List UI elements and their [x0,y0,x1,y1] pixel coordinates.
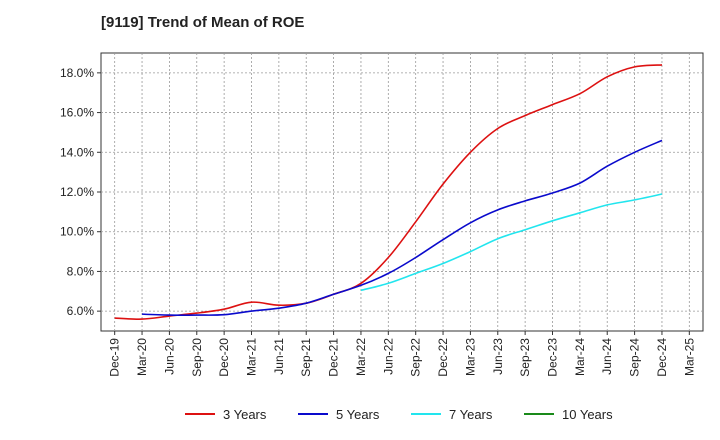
y-tick-label: 6.0% [67,304,95,318]
x-tick-label: Mar-21 [245,338,259,376]
y-tick-label: 8.0% [67,264,95,278]
x-tick-label: Sep-23 [518,338,532,377]
x-tick-label: Dec-21 [327,338,341,377]
series-lines [114,64,663,320]
x-tick-label: Sep-20 [190,338,204,377]
y-tick-label: 14.0% [60,145,94,159]
legend-label: 5 Years [336,407,380,422]
grid-lines [101,53,703,331]
y-tick-label: 12.0% [60,185,94,199]
legend-item-3-years: 3 Years [185,407,267,422]
x-tick-label: Sep-22 [409,338,423,377]
x-tick-label: Dec-19 [108,338,122,377]
x-tick-label: Jun-21 [272,338,286,375]
y-tick-label: 16.0% [60,106,94,120]
chart-title: [9119] Trend of Mean of ROE [101,14,305,31]
legend-label: 7 Years [449,407,493,422]
series-line-5-years [141,139,663,317]
y-axis: 6.0% 8.0% 10.0% 12.0% 14.0% 16.0% 18.0% [60,66,101,318]
x-tick-label: Mar-23 [463,338,477,376]
legend-label: 3 Years [223,407,267,422]
x-tick-label: Mar-20 [135,338,149,376]
x-tick-label: Jun-24 [600,338,614,375]
x-tick-label: Dec-23 [546,338,560,377]
legend-item-10-years: 10 Years [524,407,613,422]
x-tick-label: Dec-24 [655,338,669,377]
y-tick-label: 10.0% [60,225,94,239]
x-tick-label: Mar-25 [682,338,696,376]
series-line-7-years [360,193,663,292]
x-axis: Dec-19 Mar-20 Jun-20 Sep-20 Dec-20 Mar-21 Jun-… [108,331,696,377]
series-line-3-years [114,64,663,320]
legend-label: 10 Years [562,407,613,422]
x-tick-label: Sep-21 [299,338,313,377]
y-tick-label: 18.0% [60,66,94,80]
x-tick-label: Dec-22 [436,338,450,377]
x-tick-label: Jun-23 [491,338,505,375]
legend-item-7-years: 7 Years [411,407,493,422]
x-tick-label: Jun-20 [162,338,176,375]
legend-item-5-years: 5 Years [298,407,380,422]
x-tick-label: Sep-24 [628,338,642,377]
x-tick-label: Dec-20 [217,338,231,377]
x-tick-label: Mar-24 [573,338,587,376]
x-tick-label: Mar-22 [354,338,368,376]
legend: 3 Years 5 Years 7 Years 10 Years [185,407,613,422]
x-tick-label: Jun-22 [381,338,395,375]
